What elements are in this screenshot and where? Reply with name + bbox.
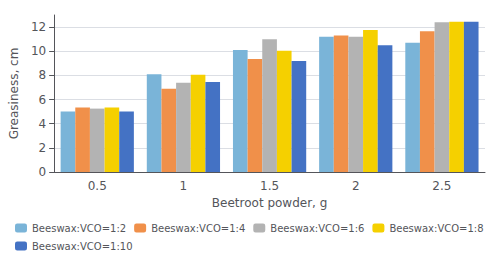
svg-text:0: 0 xyxy=(39,165,47,179)
svg-text:Greasiness, cm: Greasiness, cm xyxy=(7,48,21,140)
svg-text:1.5: 1.5 xyxy=(260,179,279,193)
svg-text:12: 12 xyxy=(31,20,46,34)
svg-text:4: 4 xyxy=(39,117,47,131)
svg-text:Beeswax:VCO=1:10: Beeswax:VCO=1:10 xyxy=(32,241,133,252)
svg-text:Beeswax:VCO=1:2: Beeswax:VCO=1:2 xyxy=(32,223,126,234)
svg-text:6: 6 xyxy=(39,93,47,107)
svg-text:2.5: 2.5 xyxy=(432,179,451,193)
svg-text:Beeswax:VCO=1:8: Beeswax:VCO=1:8 xyxy=(389,223,483,234)
svg-text:10: 10 xyxy=(31,44,46,58)
svg-text:Beeswax:VCO=1:6: Beeswax:VCO=1:6 xyxy=(270,223,364,234)
svg-text:1: 1 xyxy=(180,179,188,193)
svg-text:2: 2 xyxy=(352,179,360,193)
svg-text:Beeswax:VCO=1:4: Beeswax:VCO=1:4 xyxy=(151,223,245,234)
svg-text:Beetroot powder, g: Beetroot powder, g xyxy=(212,196,328,210)
svg-text:2: 2 xyxy=(39,141,47,155)
svg-text:0.5: 0.5 xyxy=(88,179,107,193)
svg-text:8: 8 xyxy=(39,68,47,82)
